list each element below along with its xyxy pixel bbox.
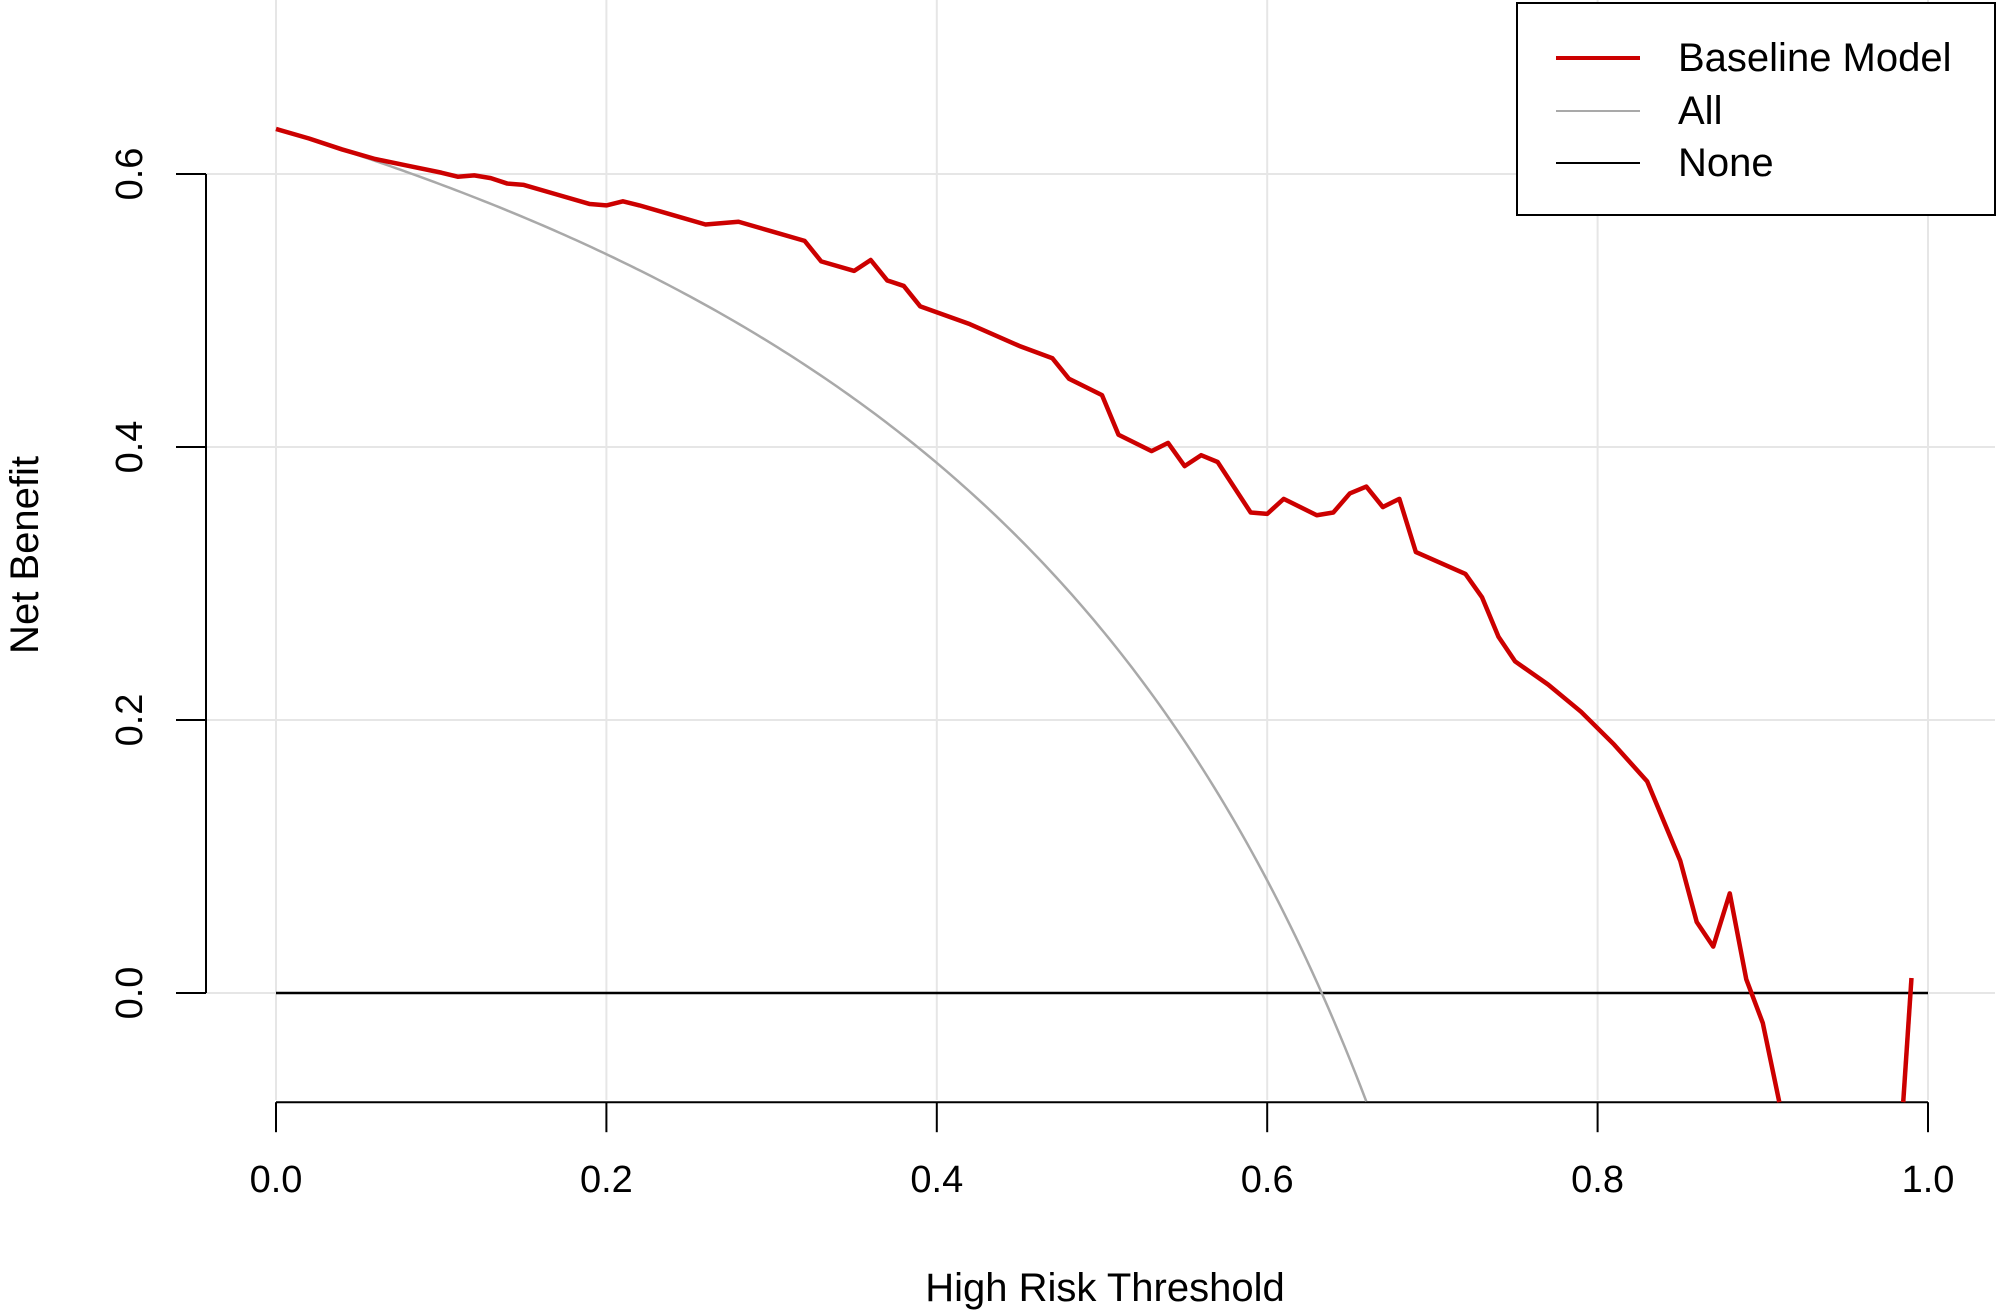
tick-labels: 0.0 0.2 0.4 0.6 0.8 1.0 0.0 0.2 0.4 0.6: [109, 148, 1954, 1202]
y-axis-title: Net Benefit: [3, 456, 47, 654]
x-axis-title: High Risk Threshold: [925, 1266, 1284, 1310]
legend-label-all: All: [1678, 89, 1722, 133]
legend-label-baseline-model: Baseline Model: [1678, 36, 1952, 80]
x-tick-label-1: 0.2: [580, 1159, 633, 1201]
x-tick-label-5: 1.0: [1902, 1159, 1955, 1201]
series: [275, 126, 1928, 1103]
x-tick-label-3: 0.6: [1241, 1159, 1294, 1201]
series-all-line: [275, 127, 1368, 1102]
y-tick-label-3: 0.6: [109, 148, 151, 201]
x-tick-label-0: 0.0: [250, 1159, 303, 1201]
y-tick-label-0: 0.0: [109, 967, 151, 1020]
y-tick-label-2: 0.4: [109, 421, 151, 474]
legend: Baseline Model All None: [1516, 2, 1996, 216]
series-baseline-model-line: [275, 126, 1782, 1103]
y-tick-label-1: 0.2: [109, 694, 151, 747]
axes: [176, 173, 1929, 1133]
x-tick-label-2: 0.4: [910, 1159, 963, 1201]
legend-label-none: None: [1678, 141, 1774, 185]
x-tick-label-4: 0.8: [1571, 1159, 1624, 1201]
legend-box: [1516, 2, 1996, 216]
series-baseline-model-tail: [1900, 977, 1914, 1103]
